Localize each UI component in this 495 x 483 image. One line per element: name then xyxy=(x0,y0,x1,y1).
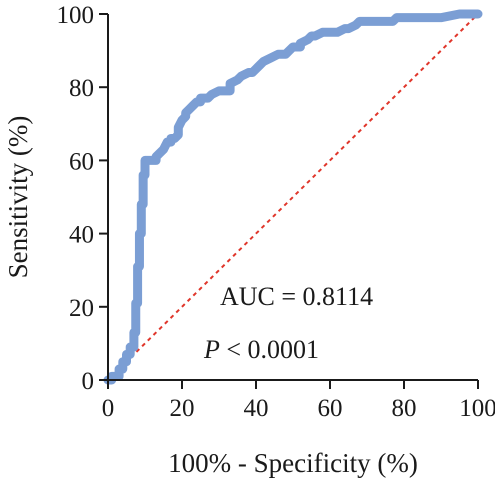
x-tick-label: 40 xyxy=(244,395,269,422)
y-tick-label: 60 xyxy=(69,148,94,175)
axes xyxy=(107,14,478,381)
ticks: 0 20 40 60 80 100 0 20 40 60 80 100 xyxy=(57,2,495,422)
x-tick-label: 0 xyxy=(102,395,115,422)
p-value-rest: < 0.0001 xyxy=(220,335,319,364)
x-tick-label: 100 xyxy=(459,395,495,422)
x-tick-label: 80 xyxy=(392,395,417,422)
x-tick-label: 60 xyxy=(318,395,343,422)
x-tick-label: 20 xyxy=(170,395,195,422)
y-tick-label: 100 xyxy=(57,2,95,29)
y-tick-label: 20 xyxy=(69,295,94,322)
y-tick-label: 40 xyxy=(69,222,94,249)
roc-curve-line xyxy=(103,9,483,385)
plot-area xyxy=(103,9,483,385)
reference-diagonal-line xyxy=(107,13,479,381)
p-value-letter: P xyxy=(203,335,220,364)
p-value-annotation: P < 0.0001 xyxy=(203,335,319,364)
x-axis-title: 100% - Specificity (%) xyxy=(168,448,418,478)
auc-annotation: AUC = 0.8114 xyxy=(220,282,373,311)
y-axis-title: Sensitivity (%) xyxy=(3,116,33,279)
y-tick-label: 0 xyxy=(82,368,95,395)
y-tick-label: 80 xyxy=(69,75,94,102)
